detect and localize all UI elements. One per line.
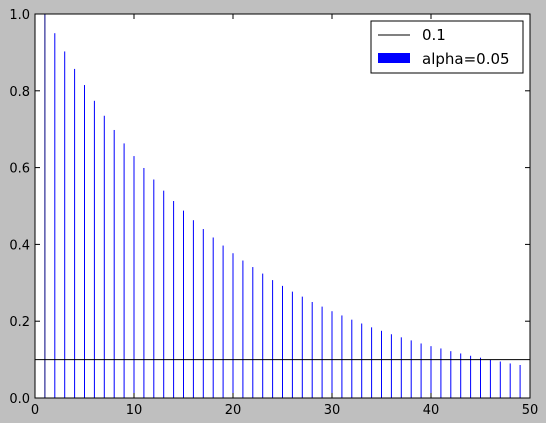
bar-7 — [103, 115, 105, 398]
bar-1 — [44, 14, 46, 398]
bar-20 — [232, 253, 234, 398]
x-tick-label: 0 — [31, 403, 39, 418]
bar-39 — [420, 343, 422, 398]
y-tick-label: 1.0 — [9, 8, 30, 23]
x-tick-label: 10 — [126, 403, 143, 418]
legend-bar-swatch — [378, 53, 410, 63]
bar-47 — [499, 361, 501, 398]
bar-13 — [163, 190, 165, 398]
bar-28 — [311, 302, 313, 398]
bar-22 — [252, 267, 254, 398]
bar-5 — [84, 85, 85, 398]
legend: 0.1 alpha=0.05 — [370, 20, 524, 74]
bar-16 — [192, 220, 194, 398]
bar-24 — [272, 280, 274, 398]
bar-26 — [291, 291, 293, 398]
bar-6 — [93, 100, 95, 398]
bar-37 — [400, 337, 402, 398]
bar-23 — [262, 273, 264, 398]
bar-15 — [183, 210, 184, 398]
bar-10 — [133, 156, 135, 398]
y-tick-label: 0.4 — [9, 238, 30, 253]
x-tick-label: 20 — [225, 403, 242, 418]
bar-32 — [351, 319, 353, 398]
bar-11 — [143, 167, 145, 398]
bars-group — [44, 14, 531, 399]
bar-45 — [480, 357, 481, 398]
bar-17 — [202, 229, 204, 398]
bar-2 — [54, 33, 56, 398]
bar-9 — [123, 143, 125, 398]
bar-38 — [410, 340, 412, 398]
bar-44 — [470, 355, 472, 398]
bar-18 — [212, 237, 214, 398]
bar-21 — [242, 260, 244, 398]
bar-42 — [450, 351, 452, 398]
legend-box — [370, 20, 524, 74]
bar-14 — [173, 201, 175, 398]
bar-36 — [390, 334, 392, 398]
bar-31 — [341, 315, 343, 398]
y-tick-label: 0.6 — [9, 162, 30, 177]
y-tick-label: 0.2 — [9, 315, 30, 330]
y-tick-label: 0.0 — [9, 392, 30, 407]
bar-34 — [371, 327, 373, 398]
bar-35 — [381, 330, 382, 398]
legend-label-line: 0.1 — [422, 26, 446, 44]
x-tick-label: 50 — [522, 403, 539, 418]
legend-label-bar: alpha=0.05 — [422, 50, 510, 68]
bar-29 — [321, 306, 323, 398]
bar-8 — [113, 129, 115, 398]
bar-27 — [301, 296, 303, 398]
x-tick-label: 40 — [423, 403, 440, 418]
bar-40 — [430, 346, 432, 398]
bar-12 — [153, 179, 155, 398]
bar-48 — [509, 363, 511, 398]
bar-4 — [74, 68, 76, 399]
bar-19 — [222, 245, 224, 398]
x-tick-label: 30 — [324, 403, 341, 418]
bar-43 — [460, 353, 462, 398]
bar-41 — [440, 348, 442, 398]
bar-33 — [361, 323, 363, 398]
bar-30 — [331, 311, 333, 398]
ticks-group: 0 10 20 30 40 50 0.0 0.2 0.4 0.6 0.8 1.0 — [9, 8, 538, 418]
bar-49 — [519, 364, 521, 398]
plot-frame — [34, 13, 531, 399]
y-tick-label: 0.8 — [9, 85, 30, 100]
bar-25 — [282, 285, 283, 398]
bar-46 — [489, 359, 491, 398]
bar-3 — [64, 51, 66, 398]
